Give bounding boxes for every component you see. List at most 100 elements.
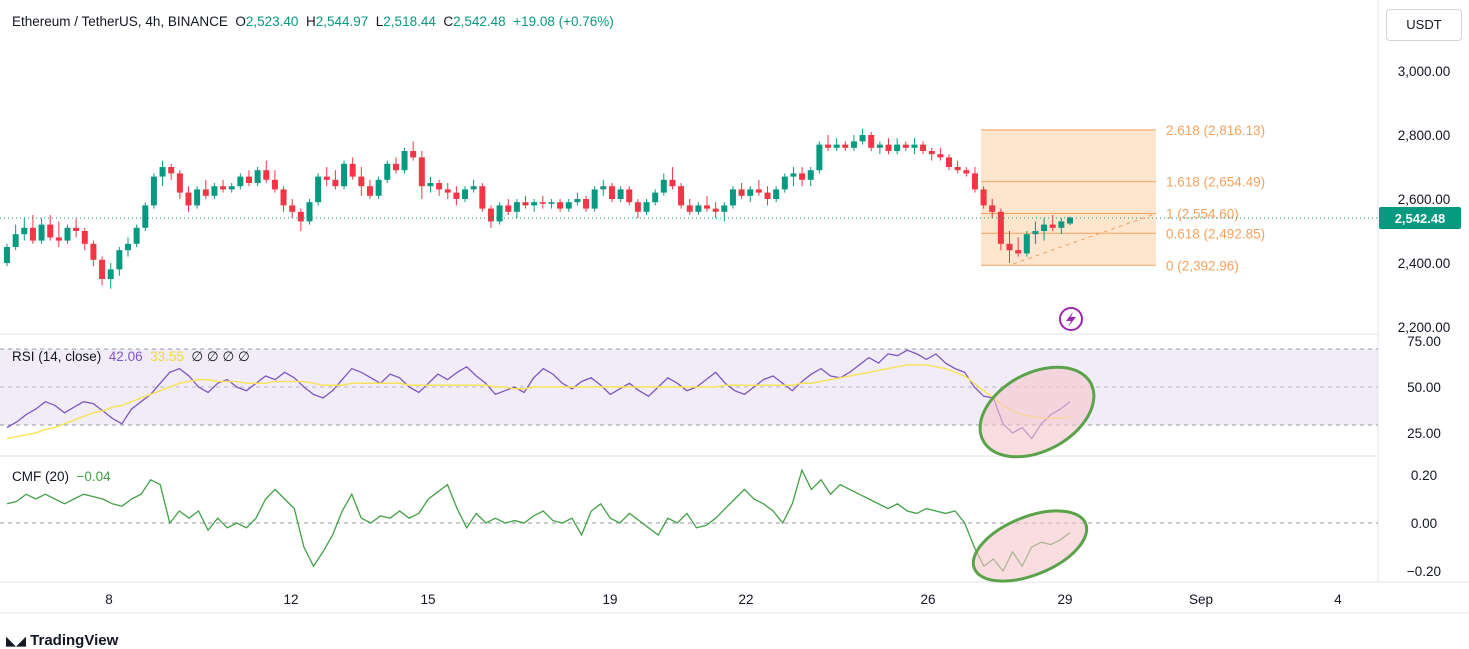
candle-body [392,163,399,171]
candle-body [194,189,201,206]
candle-body [807,170,814,180]
candle-body [228,186,235,190]
time-tick-label: 26 [920,592,935,607]
close-label: C [443,14,454,29]
candle-body [410,151,417,158]
fib-level-label: 0.618 (2,492.85) [1166,226,1265,241]
symbol-legend: Ethereum / TetherUS, 4h, BINANCE O2,523.… [12,14,614,29]
candle-body [790,173,797,177]
candle-body [401,151,408,171]
rsi-tick-label: 50.00 [1407,380,1441,395]
fib-level-label: 2.618 (2,816.13) [1166,123,1265,138]
change-value: +19.08 (+0.76%) [513,14,614,29]
tradingview-logo[interactable]: ◣◢ TradingView [6,632,118,649]
time-tick-label: 8 [105,592,113,607]
candle-body [4,247,10,263]
price-candles [4,128,1073,289]
candle-body [479,186,486,209]
candle-body [660,179,667,193]
price-axis[interactable]: 3,000.00 2,800.00 2,600.00 2,400.00 2,200.00 [1398,64,1451,335]
candle-body [202,189,209,196]
candle-body [997,211,1004,244]
time-axis[interactable]: 8 12 15 19 22 26 29 Sep 4 [105,592,1342,607]
candle-body [168,167,175,174]
cmf-legend[interactable]: CMF (20) −0.04 [12,469,111,484]
price-tick-label: 2,400.00 [1398,256,1451,271]
candle-body [539,202,546,204]
price-tick-label: 2,800.00 [1398,128,1451,143]
candle-body [608,186,615,199]
rsi-lines [6,349,1071,440]
rsi-tick-label: 75.00 [1407,334,1441,349]
price-tick-label: 2,200.00 [1398,320,1451,335]
candle-body [764,192,771,199]
candle-body [47,224,54,238]
rsi-extra: ∅ ∅ ∅ ∅ [191,349,250,364]
candle-body [289,205,296,212]
cmf-axis[interactable]: 0.20 0.00 −0.20 [1407,468,1441,579]
candle-body [1015,250,1022,254]
time-tick-label: 19 [602,592,617,607]
candle-body [124,243,131,251]
candle-body [38,224,45,241]
candle-body [211,186,218,196]
candle-body [678,186,685,206]
rsi-legend[interactable]: RSI (14, close) 42.06 33.55 ∅ ∅ ∅ ∅ [12,349,250,365]
currency-button[interactable]: USDT [1386,9,1462,41]
cmf-tick-label: 0.20 [1411,468,1437,483]
candle-body [738,189,745,196]
candle-body [1023,234,1030,254]
candle-body [617,189,624,199]
cmf-line [6,468,1071,573]
candle-body [254,170,261,183]
candle-body [487,208,494,222]
candle-body [453,192,460,199]
candle-body [980,189,987,206]
time-tick-label: 4 [1334,592,1342,607]
candle-body [384,163,391,180]
fib-extension-tool[interactable]: 2.618 (2,816.13) 1.618 (2,654.49) 1 (2,554… [981,123,1265,273]
candle-body [220,186,227,190]
candle-body [937,154,944,158]
time-tick-label: 15 [420,592,435,607]
candle-body [375,179,382,196]
candle-body [1067,217,1073,224]
candle-body [591,189,598,209]
price-tick-label: 2,600.00 [1398,192,1451,207]
candle-body [876,144,883,148]
candle-body [850,141,857,148]
candle-body [116,250,123,270]
rsi-tick-label: 25.00 [1407,426,1441,441]
rsi-label: RSI (14, close) [12,349,102,364]
candle-body [1049,224,1056,228]
fib-zone [981,129,1156,266]
candle-body [81,231,88,244]
rsi-axis[interactable]: 75.00 50.00 25.00 [1407,334,1441,441]
candle-body [911,144,918,148]
cmf-label: CMF (20) [12,469,69,484]
candle-body [21,227,28,235]
fib-level-label: 0 (2,392.96) [1166,258,1239,273]
candle-body [643,202,650,212]
candle-body [816,144,823,171]
time-tick-label: 22 [738,592,753,607]
candle-body [185,192,192,206]
candle-body [574,199,581,203]
candle-body [557,202,564,209]
candle-body [73,227,80,231]
candle-body [885,144,892,151]
rsi-annotation-ellipse[interactable] [965,349,1109,475]
candle-body [712,208,719,212]
lightning-icon[interactable] [1059,307,1083,331]
candle-body [418,157,425,187]
candle-body [315,176,322,203]
cmf-annotation-ellipse[interactable] [964,497,1097,596]
symbol-title: Ethereum / TetherUS, 4h, BINANCE [12,14,228,29]
candle-body [626,189,633,203]
candle-body [29,227,36,241]
candle-body [349,163,356,177]
candle-body [634,202,641,212]
candle-body [90,243,97,260]
candle-body [747,189,754,196]
